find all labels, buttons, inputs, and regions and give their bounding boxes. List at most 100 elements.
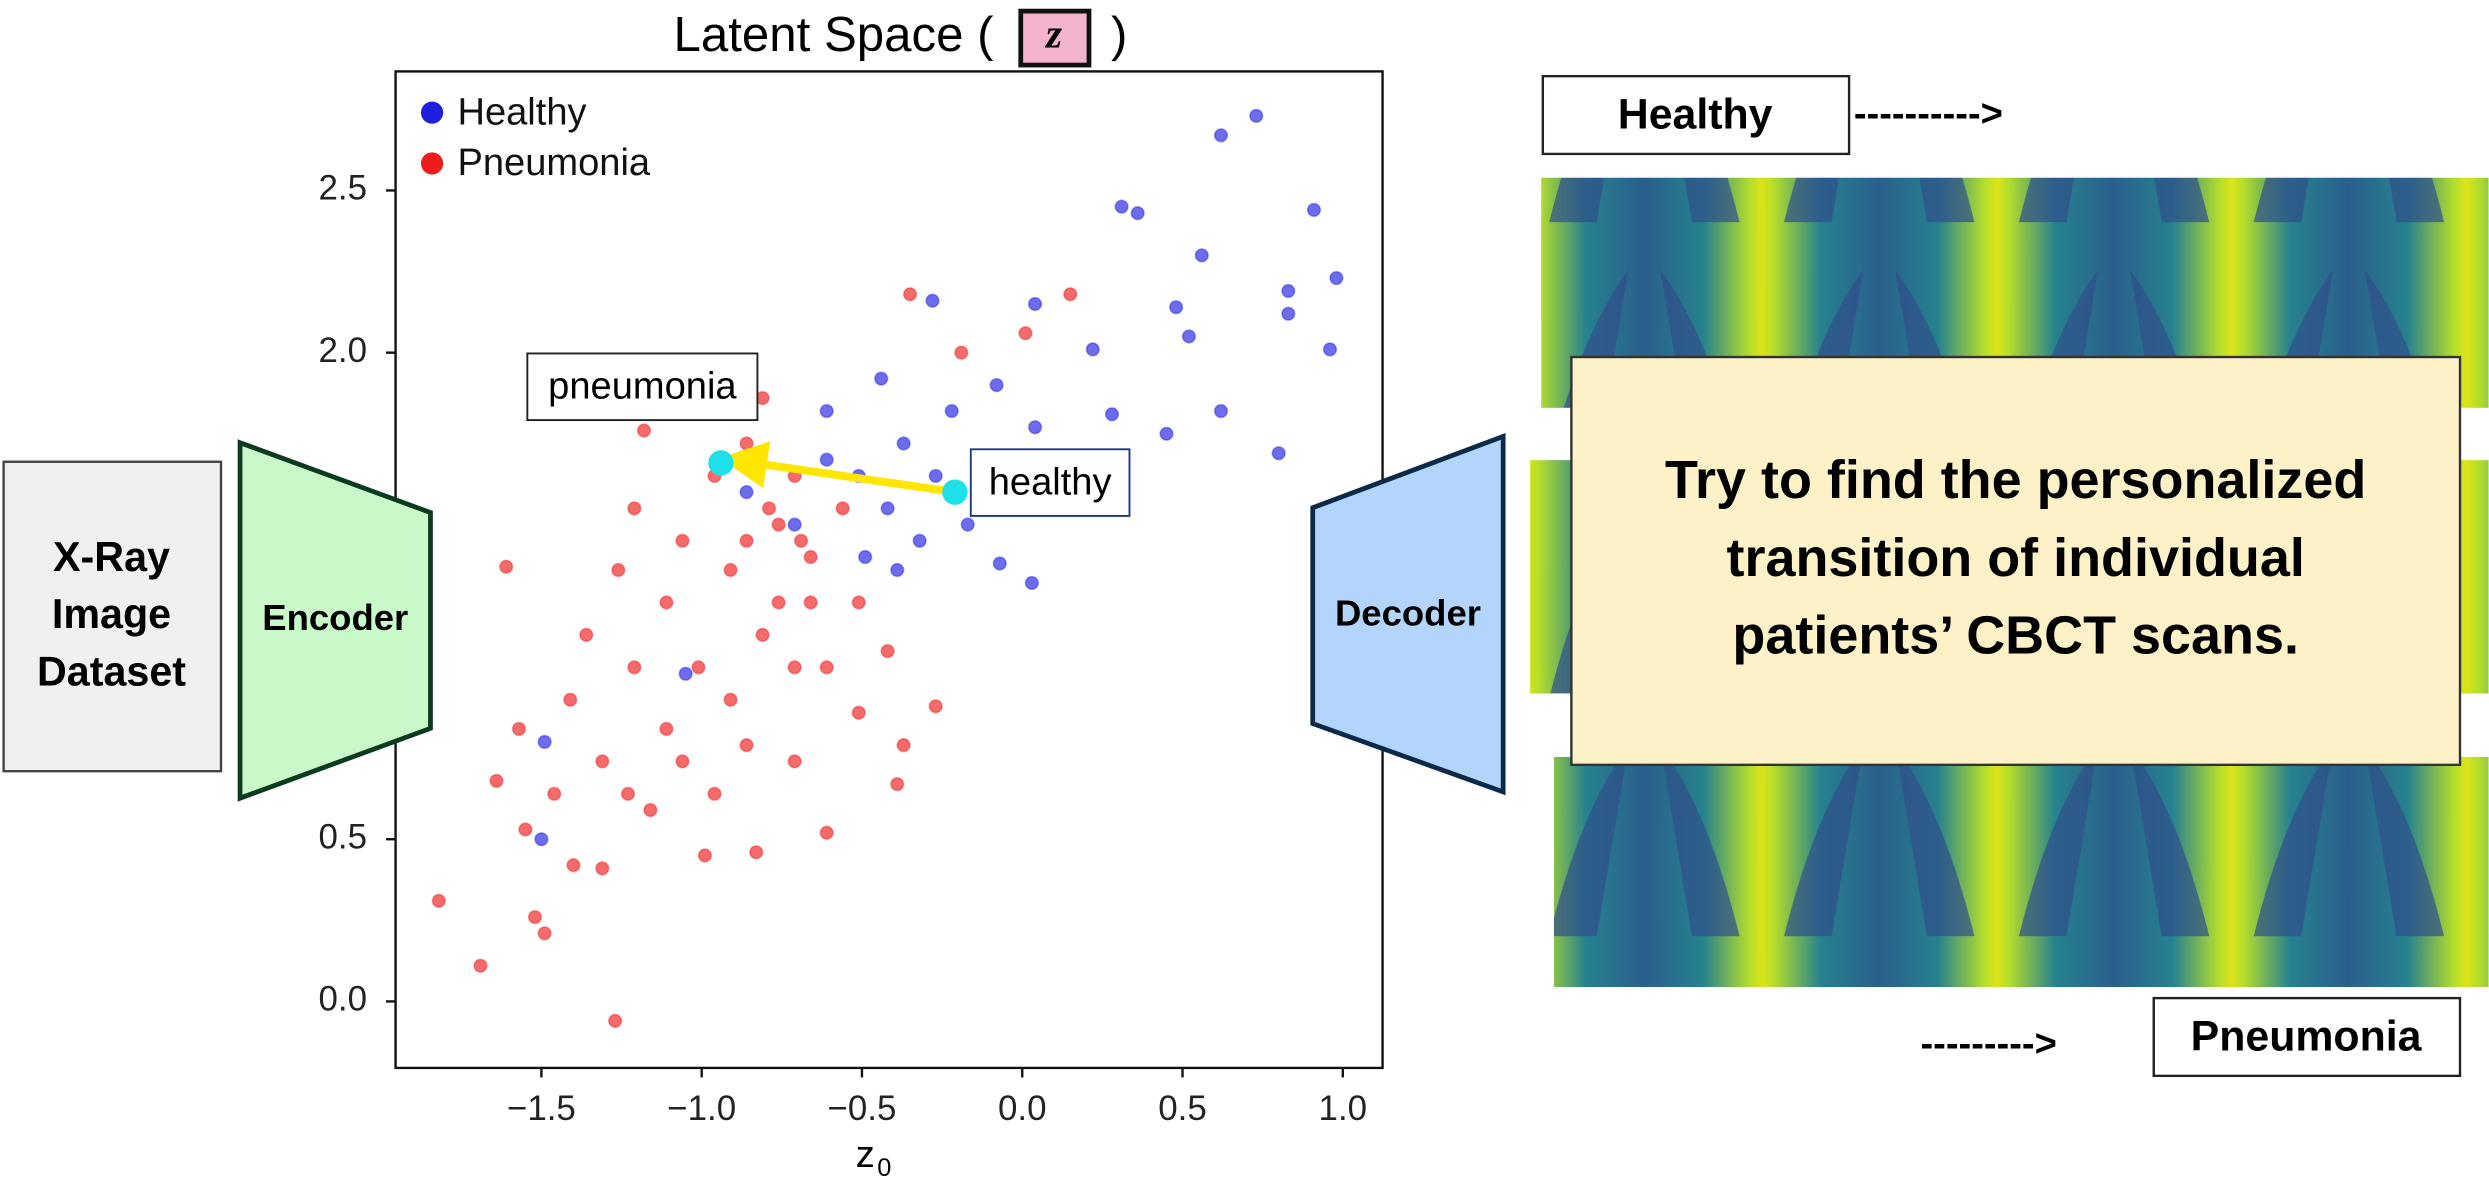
callout (1570, 355, 2462, 767)
healthy-label: Healthy (1618, 91, 1773, 139)
arrow-text: ---------> (1920, 1023, 2056, 1065)
scatter-point (858, 549, 873, 565)
callout-text: Try to find the personalized (1665, 450, 2366, 510)
scatter-point (723, 692, 738, 707)
annotation-box (526, 352, 759, 422)
x-tick-label: −1.0 (667, 1089, 736, 1128)
scatter-point (707, 786, 722, 801)
x-axis-label: z (856, 1134, 875, 1176)
healthy-box (1541, 74, 1851, 156)
scatter-point (739, 436, 754, 451)
title-symbol-box (1018, 8, 1092, 68)
scatter-point (1130, 206, 1145, 221)
annotation-point (942, 479, 968, 505)
x-tick-label: 0.5 (1158, 1089, 1207, 1128)
x-tick-label: −0.5 (828, 1089, 897, 1128)
scatter-point (851, 705, 866, 720)
annotation-label: healthy (989, 461, 1112, 503)
dataset-box (2, 460, 223, 773)
scatter-point (928, 699, 943, 714)
scatter-point (659, 721, 674, 737)
y-tick-label: 2.5 (318, 169, 367, 208)
scatter-point (499, 559, 514, 574)
annotation-label: pneumonia (548, 365, 737, 407)
x-tick-label: −1.5 (507, 1089, 576, 1128)
scatter-point (992, 556, 1007, 571)
callout-text: transition of individual (1727, 528, 2305, 588)
decoder-label: Decoder (1335, 592, 1481, 633)
scatter-point (803, 549, 818, 565)
scatter-point (1249, 108, 1264, 123)
dataset-label: Dataset (37, 648, 186, 694)
scatter-point (431, 893, 446, 909)
callout-text: patients’ CBCT scans. (1732, 606, 2299, 666)
scatter-point (1168, 300, 1184, 315)
x-tick-label: 1.0 (1319, 1089, 1368, 1128)
scatter-point (537, 734, 552, 750)
scatter-point (691, 660, 706, 675)
scatter-point (1194, 248, 1209, 263)
dataset-label: X-Ray (53, 534, 170, 580)
scatter-point (1329, 270, 1344, 286)
scatter-point (659, 595, 674, 610)
scatter-point (874, 371, 889, 386)
legend-label: Healthy (457, 91, 586, 133)
title-symbol: z (1044, 11, 1062, 57)
decoder (1310, 432, 1506, 796)
scatter-point (1281, 306, 1296, 321)
scatter-point (678, 666, 693, 681)
scatter-point (896, 738, 911, 753)
scatter-point (793, 533, 809, 548)
scatter-point (636, 423, 652, 438)
encoder (237, 439, 433, 802)
scatter-point (755, 627, 770, 643)
scatter-point (890, 562, 905, 578)
scatter-point (819, 452, 834, 467)
scan-strip (1553, 756, 2489, 987)
scatter-point (627, 660, 642, 675)
legend-label: Pneumonia (457, 142, 650, 184)
y-tick-label: 2.0 (318, 331, 367, 370)
arrow-text: ----------> (1854, 93, 2003, 135)
scatter-point (563, 692, 578, 707)
scatter-point (739, 738, 754, 753)
scatter-point (761, 501, 777, 516)
scatter-point (511, 721, 527, 737)
scatter-point (749, 845, 764, 860)
scatter-point (595, 754, 610, 769)
scatter-point (771, 595, 786, 610)
scatter-point (1114, 199, 1129, 214)
scatter-point (819, 403, 834, 419)
y-tick-label: 0.0 (318, 980, 367, 1019)
scatter-point (739, 484, 754, 500)
scatter-point (787, 754, 802, 769)
scatter-point (1018, 326, 1033, 341)
scatter-point (527, 909, 543, 925)
scatter-point (518, 822, 533, 837)
scatter-point (1085, 342, 1100, 357)
scatter-point (835, 501, 850, 516)
scatter-point (620, 786, 636, 801)
scatter-point (489, 773, 504, 788)
scatter-point (896, 436, 911, 451)
scatter-point (627, 501, 642, 516)
scatter-point (643, 802, 658, 818)
scatter-point (607, 1013, 623, 1029)
scatter-point (890, 776, 905, 792)
scatter-point (1063, 287, 1078, 302)
scatter-point (819, 660, 834, 675)
scatter-point (851, 595, 866, 610)
scatter-point (473, 958, 488, 973)
scatter-point (1027, 296, 1043, 312)
scatter-point (1271, 446, 1286, 461)
scatter-point (1322, 342, 1338, 357)
scatter-point (611, 562, 626, 578)
scatter-point (1104, 407, 1120, 422)
scatter-point (803, 595, 818, 610)
title-end: ) (1111, 7, 1127, 62)
scatter-point (880, 501, 895, 516)
annotation-point (708, 450, 734, 476)
dataset-label: Image (52, 591, 171, 637)
